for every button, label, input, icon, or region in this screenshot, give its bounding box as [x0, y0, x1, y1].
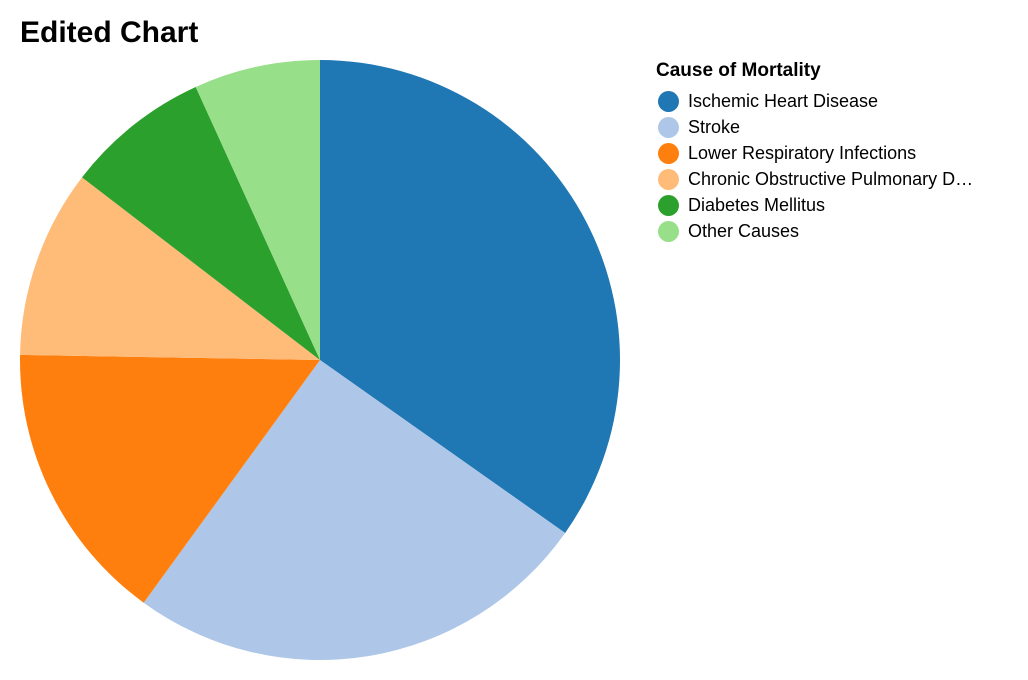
- legend-swatch: [658, 168, 679, 190]
- chart-title: Edited Chart: [20, 16, 199, 49]
- legend-item[interactable]: Stroke: [656, 114, 1016, 140]
- pie-slice[interactable]: [20, 177, 320, 360]
- legend-item[interactable]: Ischemic Heart Disease: [656, 88, 1016, 114]
- legend-swatch: [658, 116, 679, 138]
- legend-title: Cause of Mortality: [656, 60, 821, 81]
- legend-item[interactable]: Lower Respiratory Infections: [656, 140, 1016, 166]
- legend-item[interactable]: Chronic Obstructive Pulmonary D…: [656, 166, 1016, 192]
- legend-label: Other Causes: [688, 220, 800, 241]
- legend-swatch: [658, 220, 679, 242]
- legend-label: Diabetes Mellitus: [688, 194, 826, 215]
- pie-slice[interactable]: [82, 86, 321, 360]
- pie-slice[interactable]: [320, 60, 621, 533]
- legend-item[interactable]: Other Causes: [656, 218, 1016, 244]
- pie-slice[interactable]: [195, 59, 320, 360]
- legend-item[interactable]: Diabetes Mellitus: [656, 192, 1016, 218]
- legend-swatch: [658, 90, 679, 112]
- pie-slice[interactable]: [19, 354, 321, 603]
- legend-label: Chronic Obstructive Pulmonary D…: [688, 168, 974, 189]
- legend-items: Ischemic Heart Disease Stroke Lower Respir…: [656, 88, 1016, 244]
- legend-label: Ischemic Heart Disease: [688, 90, 879, 111]
- legend-swatch: [658, 194, 679, 216]
- pie-slices: [19, 59, 621, 661]
- legend-swatch: [658, 142, 679, 164]
- legend-label: Stroke: [688, 116, 741, 137]
- legend-label: Lower Respiratory Infections: [688, 142, 917, 163]
- pie-slice[interactable]: [143, 360, 566, 661]
- legend: Cause of Mortality Ischemic Heart Diseas…: [656, 58, 1016, 244]
